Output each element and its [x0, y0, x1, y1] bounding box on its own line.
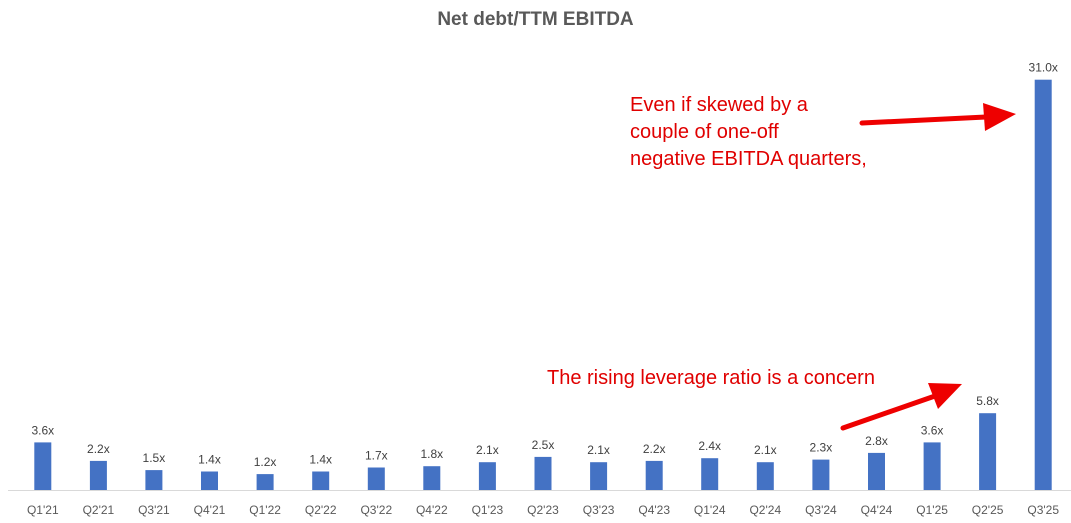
bar	[645, 460, 663, 490]
data-label: 1.5x	[143, 451, 166, 465]
x-tick-label: Q2'23	[527, 503, 559, 517]
annotation-top-line: Even if skewed by a	[630, 94, 808, 116]
annotation-top-line: negative EBITDA quarters,	[630, 148, 867, 170]
data-label: 1.8x	[420, 447, 443, 461]
data-label: 5.8x	[976, 394, 999, 408]
x-tick-label: Q1'21	[27, 503, 59, 517]
x-tick-label: Q2'21	[83, 503, 115, 517]
bar	[145, 470, 163, 490]
bar	[534, 456, 552, 490]
x-tick-label: Q3'25	[1027, 503, 1059, 517]
bar	[34, 442, 52, 490]
arrow-to-q3-25	[859, 103, 1016, 131]
bar	[868, 452, 885, 490]
bar	[979, 413, 997, 490]
data-label: 1.4x	[309, 453, 332, 467]
data-label: 2.2x	[643, 442, 666, 456]
data-label: 2.3x	[810, 441, 833, 455]
bar	[256, 474, 274, 490]
chart-title: Net debt/TTM EBITDA	[437, 9, 634, 30]
bar	[756, 462, 774, 490]
data-label: 3.6x	[921, 423, 944, 437]
data-label: 1.2x	[254, 455, 277, 469]
annotation-bottom-line: The rising leverage ratio is a concern	[547, 367, 875, 389]
x-tick-label: Q4'24	[861, 503, 893, 517]
annotation-top-line: couple of one-off	[630, 121, 779, 143]
x-tick-label: Q4'21	[194, 503, 226, 517]
x-tick-label: Q3'23	[583, 503, 615, 517]
data-label: 2.1x	[587, 443, 610, 457]
x-tick-label: Q1'22	[249, 503, 281, 517]
bar	[812, 459, 830, 490]
annotation-top: Even if skewed by a couple of one-off ne…	[630, 92, 930, 173]
x-tick-label: Q2'25	[972, 503, 1004, 517]
x-tick-label: Q1'24	[694, 503, 726, 517]
bar	[478, 462, 496, 490]
bar	[590, 462, 608, 490]
x-tick-label: Q3'22	[360, 503, 392, 517]
data-label: 1.7x	[365, 449, 388, 463]
bar	[423, 466, 441, 490]
bar	[701, 458, 719, 490]
x-tick-label: Q2'22	[305, 503, 337, 517]
bar	[201, 471, 218, 490]
data-label: 2.4x	[698, 439, 721, 453]
x-tick-label: Q4'23	[638, 503, 670, 517]
bar	[312, 471, 330, 490]
x-tick-label: Q4'22	[416, 503, 448, 517]
data-label: 2.1x	[754, 443, 777, 457]
bar	[1034, 79, 1052, 490]
x-tick-label: Q1'25	[916, 503, 948, 517]
bar	[89, 460, 107, 490]
data-label: 31.0x	[1029, 61, 1058, 75]
x-tick-label: Q2'24	[749, 503, 781, 517]
x-tick-label: Q1'23	[472, 503, 504, 517]
bar	[923, 442, 941, 490]
data-label: 1.4x	[198, 453, 221, 467]
data-label: 2.8x	[865, 434, 888, 448]
data-label: 2.1x	[476, 443, 499, 457]
data-label: 2.5x	[532, 438, 555, 452]
data-label: 2.2x	[87, 442, 110, 456]
bar	[367, 467, 385, 490]
arrow-to-q2-25	[840, 383, 962, 431]
x-tick-label: Q3'24	[805, 503, 837, 517]
annotation-bottom: The rising leverage ratio is a concern	[547, 365, 967, 392]
x-tick-label: Q3'21	[138, 503, 170, 517]
data-label: 3.6x	[31, 423, 54, 437]
